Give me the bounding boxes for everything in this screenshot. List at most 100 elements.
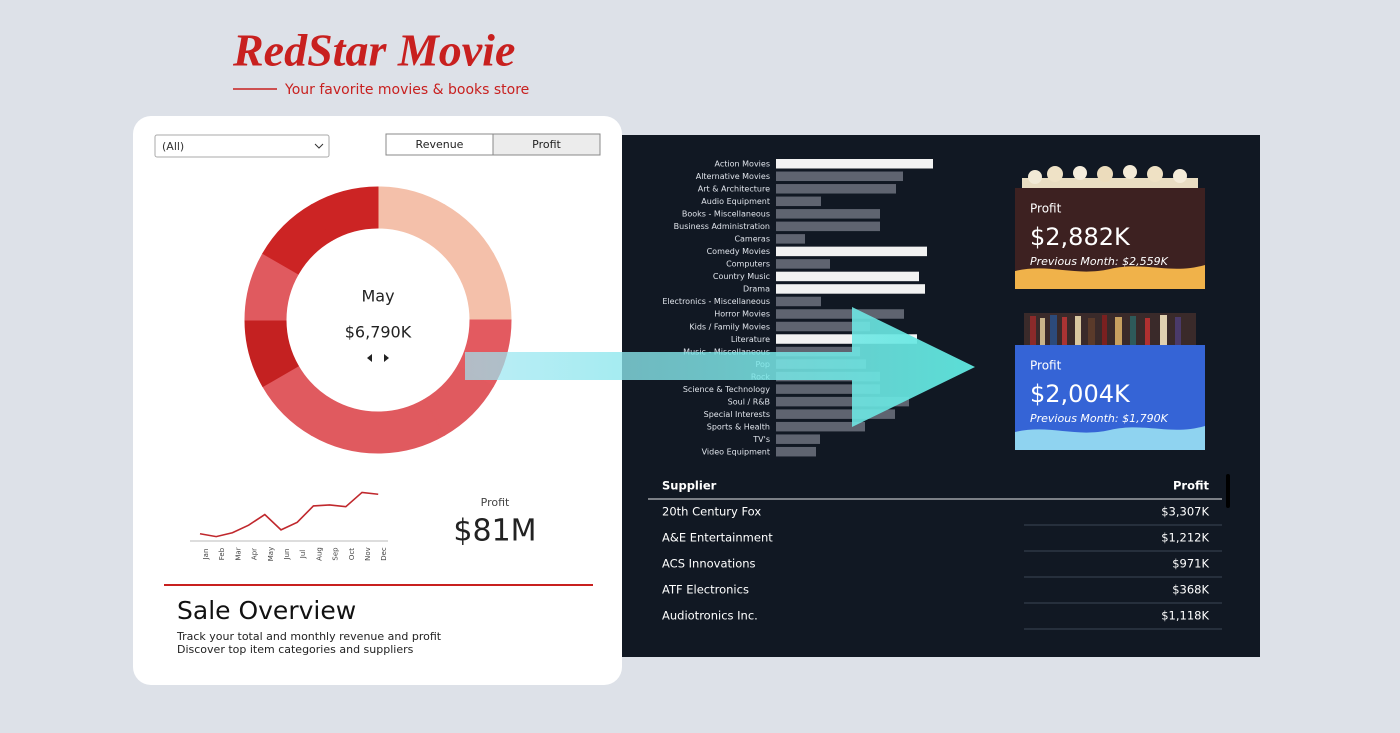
x-tick-label: Apr (251, 548, 259, 560)
category-label: Audio Equipment (701, 197, 770, 206)
bar (776, 246, 927, 257)
brand-tagline: Your favorite movies & books store (284, 82, 529, 98)
category-label: Country Music (713, 272, 770, 281)
arrow (465, 307, 975, 427)
table-header: Profit (1173, 479, 1210, 493)
toggle-button[interactable] (492, 133, 601, 156)
card-wave (1015, 265, 1205, 289)
category-label: Alternative Movies (696, 172, 770, 181)
x-tick-label: Aug (315, 547, 323, 561)
category-label: Soul / R&B (728, 397, 770, 406)
bar (776, 159, 933, 169)
category-label: Sports & Health (707, 422, 770, 431)
card-value: $2,004K (1030, 380, 1131, 408)
table-header: Supplier (662, 479, 717, 493)
category-label: Drama (743, 285, 770, 294)
bar (776, 396, 909, 407)
bar (776, 346, 860, 357)
toggle-label: Revenue (416, 138, 464, 151)
category-label: Video Equipment (702, 447, 770, 456)
x-tick-label: Mar (234, 547, 242, 560)
popcorn-image (1022, 165, 1198, 190)
category-label: Special Interests (704, 410, 770, 419)
total-label: Profit (481, 496, 510, 509)
toggle-label: Profit (532, 138, 561, 151)
overview-title: Sale Overview (177, 596, 356, 625)
supplier-profit: $1,118K (1161, 609, 1209, 623)
card-previous: Previous Month: $2,559K (1030, 255, 1169, 268)
bar (776, 296, 821, 307)
category-label: Action Movies (715, 160, 770, 169)
supplier-profit: $3,307K (1161, 505, 1209, 519)
bar (776, 446, 816, 457)
bar (776, 321, 870, 332)
prev-month[interactable] (367, 354, 372, 362)
category-label: Literature (731, 335, 770, 344)
category-label: Business Administration (674, 222, 770, 231)
donut-segment (310, 186, 379, 242)
bar (776, 421, 865, 432)
scrollbar[interactable] (1226, 474, 1230, 508)
next-month[interactable] (384, 354, 389, 362)
donut-value: $6,790K (345, 323, 412, 342)
supplier-name: ATF Electronics (662, 583, 749, 597)
bar (776, 271, 919, 282)
sparkline (199, 491, 379, 538)
category-label: TV's (752, 435, 770, 444)
x-tick-label: Oct (348, 548, 356, 560)
category-label: Kids / Family Movies (689, 322, 770, 331)
bar (776, 334, 917, 344)
x-tick-label: Jul (299, 550, 307, 560)
category-label: Books - Miscellaneous (682, 210, 770, 219)
bar (776, 234, 805, 244)
supplier-name: ACS Innovations (662, 557, 756, 571)
bar (776, 184, 896, 194)
supplier-profit: $1,212K (1161, 531, 1209, 545)
overview-line: Track your total and monthly revenue and… (176, 630, 442, 643)
category-label: Computers (726, 260, 770, 269)
supplier-profit: $971K (1172, 557, 1209, 571)
x-tick-label: Jun (283, 549, 291, 561)
x-tick-label: May (267, 547, 275, 561)
bar (776, 221, 880, 232)
bar (776, 284, 925, 294)
bar (776, 409, 895, 419)
bar (776, 259, 830, 269)
filter-value: (All) (162, 140, 184, 153)
dropdown-chevron (314, 143, 324, 149)
category-label: Cameras (734, 235, 770, 244)
x-tick-label: Jan (202, 549, 210, 561)
category-label: Horror Movies (714, 310, 770, 319)
books-image (1024, 313, 1196, 345)
category-label: Electronics - Miscellaneous (662, 297, 770, 306)
bar (776, 196, 821, 207)
category-label: Art & Architecture (698, 185, 770, 194)
x-tick-label: Feb (218, 547, 226, 560)
bar (776, 171, 903, 182)
total-value: $81M (453, 514, 536, 549)
x-tick-label: Dec (380, 547, 388, 561)
card-wave (1015, 426, 1205, 450)
donut-month: May (361, 287, 394, 306)
category-label: Comedy Movies (707, 247, 770, 256)
supplier-name: A&E Entertainment (662, 531, 773, 545)
supplier-name: Audiotronics Inc. (662, 609, 758, 623)
category-label: Music - Miscellaneous (683, 347, 770, 356)
card-label: Profit (1030, 359, 1062, 373)
category-label: Science & Technology (683, 385, 770, 394)
bar (776, 434, 820, 444)
bar (776, 384, 880, 394)
filter-dropdown[interactable] (154, 134, 330, 158)
bar (776, 309, 904, 319)
brand-name: RedStar Movie (232, 25, 515, 76)
card-previous: Previous Month: $1,790K (1030, 412, 1169, 425)
overview-card (133, 116, 622, 685)
x-tick-label: Nov (364, 547, 372, 561)
card-label: Profit (1030, 202, 1062, 216)
supplier-profit: $368K (1172, 583, 1209, 597)
x-tick-label: Sep (332, 547, 340, 561)
overview-line: Discover top item categories and supplie… (177, 643, 414, 656)
supplier-name: 20th Century Fox (662, 505, 761, 519)
